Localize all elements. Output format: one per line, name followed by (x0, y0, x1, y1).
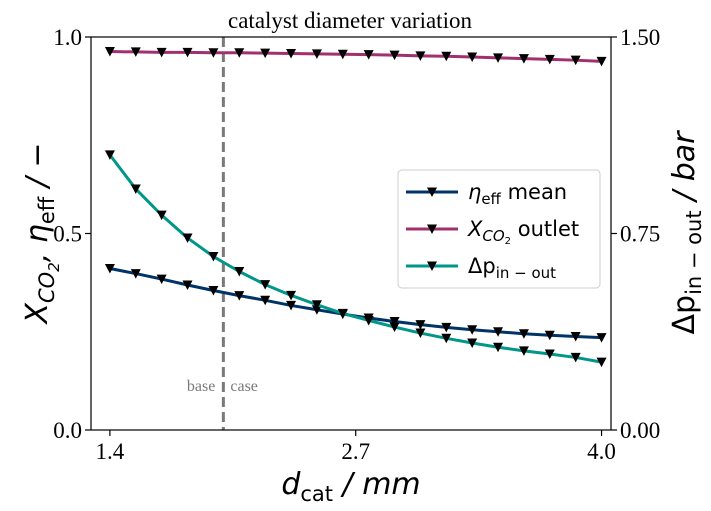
series-2-point-15 (493, 342, 504, 353)
series-1-point-19 (596, 56, 607, 67)
y-left-tick-label-2: 1.0 (53, 25, 82, 50)
series-1-point-15 (493, 53, 504, 63)
series-0-point-11 (389, 317, 400, 327)
series-2-point-19 (596, 357, 607, 368)
series-0-point-15 (493, 327, 504, 337)
series-0-point-18 (570, 331, 581, 342)
series-2-point-3 (182, 233, 193, 243)
series-1-point-5 (234, 48, 245, 58)
series-2-point-13 (441, 333, 452, 344)
series-0-point-6 (260, 295, 271, 306)
series-0-point-5 (234, 291, 245, 301)
x-tick-label-2: 4.0 (587, 439, 616, 464)
series-1-point-4 (208, 48, 219, 58)
series-1-point-0 (104, 47, 115, 57)
series-2-point-4 (208, 252, 219, 262)
series-0-point-3 (182, 280, 193, 290)
series-1-point-3 (182, 47, 193, 58)
series-0-point-14 (467, 325, 478, 335)
series-2-point-5 (234, 266, 245, 277)
series-1-point-17 (544, 54, 555, 65)
legend-marker-2 (427, 261, 437, 271)
series-0-point-17 (544, 330, 555, 341)
chart-title: catalyst diameter variation (228, 8, 472, 33)
series-1-point-12 (415, 51, 426, 61)
series-0-point-19 (596, 333, 607, 343)
legend-marker-0 (427, 187, 437, 197)
series-1-point-7 (286, 49, 297, 59)
legend-label-0: ηeff mean (468, 180, 567, 208)
series-0-point-7 (286, 300, 297, 311)
series-1-point-6 (260, 48, 271, 59)
x-axis-label: dcat / mm (281, 467, 420, 506)
legend-label-1: XCO2 outlet (467, 217, 579, 247)
series-2-point-11 (389, 322, 400, 333)
legend-box (397, 169, 601, 289)
series-0-point-16 (518, 329, 529, 339)
series-0-point-13 (441, 322, 452, 333)
series-0-point-2 (156, 274, 167, 285)
series-2-point-12 (415, 328, 426, 339)
series-2-point-8 (311, 300, 322, 310)
x-tick-label-0: 1.4 (96, 439, 125, 464)
series-1-point-11 (389, 50, 400, 61)
series-2-point-1 (130, 184, 141, 194)
y-right-axis-label: Δpin − out / bar (667, 130, 706, 335)
series-1-point-8 (311, 49, 322, 59)
series-2-point-16 (518, 346, 529, 356)
reference-label-left: base (187, 378, 215, 395)
y-left-axis-label: XCO2, ηeff / − (20, 142, 63, 325)
series-1-point-1 (130, 47, 141, 57)
series-2-point-0 (104, 150, 115, 160)
series-1-point-9 (337, 49, 348, 60)
series-2-point-7 (286, 290, 297, 301)
svg-text:Δpin − out / bar: Δpin − out / bar (667, 130, 706, 335)
y-left-tick-label-1: 0.5 (53, 222, 82, 247)
series-0-point-12 (415, 320, 426, 330)
series-line-1 (109, 50, 602, 63)
series-1-point-14 (467, 52, 478, 63)
series-2-point-10 (363, 315, 374, 326)
series-1-point-18 (570, 55, 581, 66)
series-1-point-10 (363, 50, 374, 60)
series-1-point-2 (156, 47, 167, 58)
series-2-point-17 (544, 349, 555, 360)
series-1-point-13 (441, 51, 452, 62)
series-2-point-14 (467, 338, 478, 349)
series-0-point-1 (130, 269, 141, 279)
y-right-tick-label-0: 0.00 (620, 418, 660, 443)
series-0-point-0 (104, 263, 115, 274)
reference-label-right: case (230, 378, 258, 395)
series-2-point-6 (260, 280, 271, 290)
series-1-point-16 (518, 54, 529, 64)
legend-marker-1 (427, 224, 437, 234)
series-2-point-2 (156, 210, 167, 221)
y-left-tick-label-0: 0.0 (53, 418, 82, 443)
legend-label-2: Δpin − out (468, 254, 556, 282)
series-2-point-9 (337, 308, 348, 319)
y-right-tick-label-1: 0.75 (620, 222, 660, 247)
svg-text:XCO2, ηeff / −: XCO2, ηeff / − (20, 142, 63, 325)
y-right-tick-label-2: 1.50 (620, 25, 660, 50)
series-0-point-8 (311, 305, 322, 315)
series-0-point-4 (208, 285, 219, 296)
series-2-point-18 (570, 352, 581, 363)
series-line-2 (108, 153, 602, 364)
x-tick-label-1: 2.7 (341, 439, 370, 464)
